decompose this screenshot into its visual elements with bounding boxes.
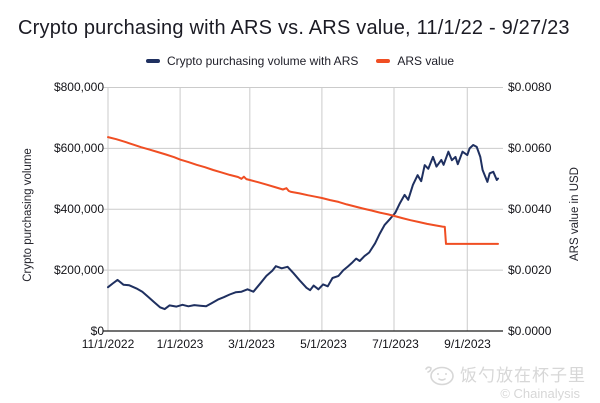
x-tick-sep-2023: 9/1/2023 [444,337,491,351]
ars-value-legend-swatch [376,59,391,63]
legend-item-ars-value: ARS value [376,54,454,68]
y-right-tick-0060: $0.0060 [508,141,552,155]
crypto-volume-line [107,144,499,311]
y-right-tick-0000: $0.0000 [508,324,552,338]
legend-item-crypto-volume: Crypto purchasing volume with ARS [145,54,359,68]
watermark-credit: © Chainalysis [500,386,580,401]
y-left-tick-800000: $800,000 [53,80,104,94]
crypto-volume-legend-swatch [145,59,160,63]
y-left-axis-title: Crypto purchasing volume [22,148,34,282]
y-left-tick-200000: $200,000 [53,263,104,277]
y-right-tick-0080: $0.0080 [508,80,552,94]
y-left-tick-0: $0 [90,324,104,338]
watermark: 饭勺放在杯子里 © Chainalysis [423,363,586,401]
ars-value-legend-label: ARS value [397,54,455,68]
x-tick-mar-2023: 3/1/2023 [228,337,275,351]
y-right-axis-title: ARS value in USD [569,167,581,261]
x-tick-jan-2023: 1/1/2023 [156,337,204,351]
y-right-tick-0040: $0.0040 [508,202,552,216]
watermark-doodle-icon [425,366,454,386]
ars-value-line [107,136,499,245]
x-tick-may-2023: 5/1/2023 [300,337,347,351]
y-right-tick-0020: $0.0020 [508,263,552,277]
y-left-tick-600000: $600,000 [53,141,104,155]
crypto-volume-legend-label: Crypto purchasing volume with ARS [166,54,359,68]
chart-title: Crypto purchasing with ARS vs. ARS value… [18,17,570,39]
chart-legend: Crypto purchasing volume with ARS ARS va… [0,53,600,69]
x-tick-jul-2023: 7/1/2023 [372,337,419,351]
y-left-tick-400000: $400,000 [53,202,104,216]
watermark-text: 饭勺放在杯子里 [460,365,586,385]
x-tick-nov-2022: 11/1/2022 [81,337,135,351]
